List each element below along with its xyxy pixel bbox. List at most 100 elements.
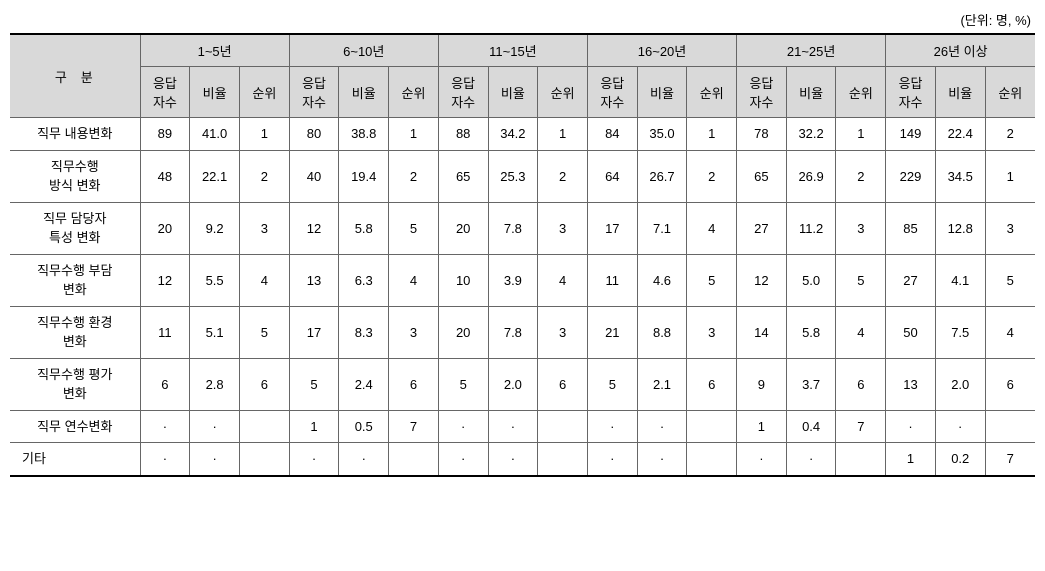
data-cell: 3.7 xyxy=(786,358,836,410)
subheader-cell: 응답자수 xyxy=(140,67,190,118)
data-cell: 5.5 xyxy=(190,254,240,306)
data-cell: 5 xyxy=(289,358,339,410)
table-row: 직무 연수변화··10.57····10.47·· xyxy=(10,410,1035,443)
table-head: 구분 1~5년 6~10년 11~15년 16~20년 21~25년 26년 이… xyxy=(10,34,1035,118)
data-cell: 1 xyxy=(886,443,936,476)
data-cell: · xyxy=(488,443,538,476)
data-cell: 20 xyxy=(140,202,190,254)
data-cell xyxy=(836,443,886,476)
data-cell: 7 xyxy=(836,410,886,443)
header-group-3: 16~20년 xyxy=(587,34,736,67)
data-cell: 21 xyxy=(587,306,637,358)
subheader-cell: 응답자수 xyxy=(587,67,637,118)
data-cell: · xyxy=(190,410,240,443)
data-cell: 26.7 xyxy=(637,150,687,202)
data-cell: 0.4 xyxy=(786,410,836,443)
table-row: 기타··········10.27 xyxy=(10,443,1035,476)
data-cell: 4 xyxy=(836,306,886,358)
data-cell: 5.8 xyxy=(339,202,389,254)
data-cell: 38.8 xyxy=(339,118,389,151)
data-cell: 88 xyxy=(438,118,488,151)
data-cell: · xyxy=(140,410,190,443)
data-cell: 5.8 xyxy=(786,306,836,358)
data-cell: 78 xyxy=(737,118,787,151)
subheader-cell: 응답자수 xyxy=(289,67,339,118)
data-cell: 229 xyxy=(886,150,936,202)
data-cell: 5 xyxy=(985,254,1035,306)
data-cell: 5 xyxy=(587,358,637,410)
data-cell: 5 xyxy=(389,202,439,254)
subheader-cell: 비율 xyxy=(488,67,538,118)
data-cell: 7.8 xyxy=(488,306,538,358)
data-cell: 2.1 xyxy=(637,358,687,410)
subheader-cell: 비율 xyxy=(935,67,985,118)
row-label: 직무 내용변화 xyxy=(10,118,140,151)
subheader-cell: 응답자수 xyxy=(886,67,936,118)
data-cell: 2 xyxy=(687,150,737,202)
data-cell: 17 xyxy=(289,306,339,358)
data-cell: 17 xyxy=(587,202,637,254)
data-cell: 34.2 xyxy=(488,118,538,151)
data-cell xyxy=(687,410,737,443)
row-label: 직무 연수변화 xyxy=(10,410,140,443)
data-cell: 6 xyxy=(239,358,289,410)
data-cell: 80 xyxy=(289,118,339,151)
data-cell: 2 xyxy=(985,118,1035,151)
data-cell: 6 xyxy=(140,358,190,410)
data-cell: 7.8 xyxy=(488,202,538,254)
data-cell: 3 xyxy=(836,202,886,254)
data-cell: 5 xyxy=(836,254,886,306)
data-cell: 4.6 xyxy=(637,254,687,306)
data-cell: 11 xyxy=(140,306,190,358)
data-cell: 4 xyxy=(687,202,737,254)
table-row: 직무수행 평가변화62.8652.4652.0652.1693.76132.06 xyxy=(10,358,1035,410)
data-cell: 85 xyxy=(886,202,936,254)
subheader-row: 응답자수비율순위응답자수비율순위응답자수비율순위응답자수비율순위응답자수비율순위… xyxy=(10,67,1035,118)
data-cell: 5.1 xyxy=(190,306,240,358)
header-group-2: 11~15년 xyxy=(438,34,587,67)
data-cell: 12 xyxy=(737,254,787,306)
data-cell: 7.1 xyxy=(637,202,687,254)
data-cell: 7 xyxy=(389,410,439,443)
data-cell: 3 xyxy=(389,306,439,358)
header-group-5: 26년 이상 xyxy=(886,34,1035,67)
data-cell: 32.2 xyxy=(786,118,836,151)
data-cell xyxy=(985,410,1035,443)
data-cell: 2.4 xyxy=(339,358,389,410)
subheader-cell: 순위 xyxy=(836,67,886,118)
data-cell: 12.8 xyxy=(935,202,985,254)
data-cell xyxy=(389,443,439,476)
subheader-cell: 비율 xyxy=(190,67,240,118)
data-cell: 27 xyxy=(737,202,787,254)
data-cell: 19.4 xyxy=(339,150,389,202)
data-cell: · xyxy=(190,443,240,476)
table-row: 직무수행방식 변화4822.124019.426525.326426.72652… xyxy=(10,150,1035,202)
data-cell: 14 xyxy=(737,306,787,358)
data-cell: 149 xyxy=(886,118,936,151)
data-cell: 50 xyxy=(886,306,936,358)
subheader-cell: 비율 xyxy=(786,67,836,118)
data-cell: 2.0 xyxy=(935,358,985,410)
row-label: 직무 담당자특성 변화 xyxy=(10,202,140,254)
data-cell: 4 xyxy=(389,254,439,306)
subheader-cell: 순위 xyxy=(985,67,1035,118)
data-cell: 2 xyxy=(239,150,289,202)
data-cell: 22.1 xyxy=(190,150,240,202)
data-cell: · xyxy=(587,410,637,443)
data-cell: 8.8 xyxy=(637,306,687,358)
data-cell: 3.9 xyxy=(488,254,538,306)
data-cell xyxy=(687,443,737,476)
data-cell: · xyxy=(140,443,190,476)
table-container: (단위: 명, %) 구분 1~5년 6~10년 11~15년 16~20년 2… xyxy=(10,10,1035,477)
data-cell: 27 xyxy=(886,254,936,306)
data-cell: 3 xyxy=(538,306,588,358)
data-cell: 7 xyxy=(985,443,1035,476)
data-cell: · xyxy=(339,443,389,476)
data-cell: 65 xyxy=(737,150,787,202)
data-cell: 65 xyxy=(438,150,488,202)
data-cell: 41.0 xyxy=(190,118,240,151)
data-cell: 1 xyxy=(687,118,737,151)
data-cell: 13 xyxy=(289,254,339,306)
data-cell: 13 xyxy=(886,358,936,410)
data-cell: 5 xyxy=(239,306,289,358)
